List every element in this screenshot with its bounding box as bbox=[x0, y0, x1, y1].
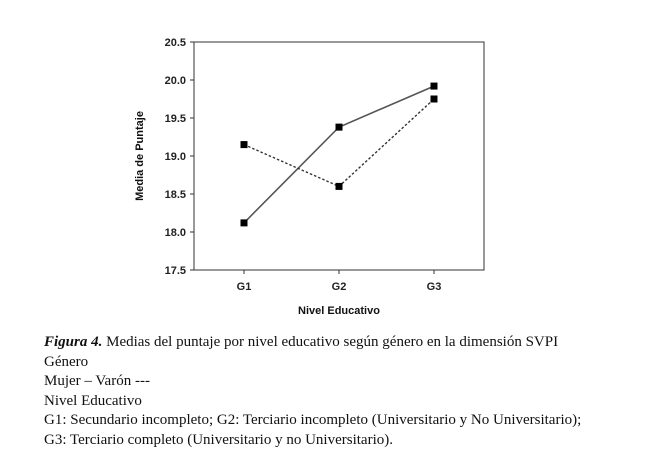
data-point-marker bbox=[335, 123, 343, 131]
caption-line-5: G1: Secundario incompleto; G2: Terciario… bbox=[44, 412, 582, 428]
y-tick-label: 18.0 bbox=[165, 227, 186, 239]
caption-line-1: Figura 4. Medias del puntaje por nivel e… bbox=[44, 333, 644, 353]
plot-area bbox=[193, 41, 485, 271]
y-tick-label: 20.0 bbox=[165, 75, 186, 87]
data-point-marker bbox=[335, 182, 343, 190]
y-tick-label: 20.5 bbox=[165, 37, 186, 49]
figure-caption: Figura 4. Medias del puntaje por nivel e… bbox=[44, 333, 644, 450]
figure-label: Figura 4. bbox=[44, 334, 103, 350]
caption-line-2: Género bbox=[44, 353, 89, 370]
caption-line-6: G3: Terciario completo (Universitario y … bbox=[44, 431, 393, 448]
y-tick-label: 18.5 bbox=[165, 189, 186, 201]
y-axis-title: Media de Puntaje bbox=[134, 111, 146, 201]
x-tick-label: G2 bbox=[332, 281, 347, 293]
y-tick-label: 19.0 bbox=[165, 151, 186, 163]
y-axis-ticks: 17.5 18.0 18.5 19.0 19.5 20.0 20.5 bbox=[165, 37, 194, 277]
data-point-marker bbox=[430, 82, 438, 90]
line-chart: 17.5 18.0 18.5 19.0 19.5 20.0 20.5 G1 G2 G3 Nive… bbox=[134, 37, 485, 317]
caption-line-4: Nivel Educativo bbox=[44, 392, 142, 409]
series-layer bbox=[240, 82, 438, 227]
figure-title: Medias del puntaje por nivel educativo s… bbox=[102, 334, 559, 350]
data-point-marker bbox=[240, 219, 248, 227]
data-point-marker bbox=[430, 95, 438, 103]
x-tick-label: G1 bbox=[237, 281, 252, 293]
y-tick-label: 19.5 bbox=[165, 113, 186, 125]
caption-line-3: Mujer – Varón --- bbox=[44, 373, 150, 389]
x-axis-ticks: G1 G2 G3 bbox=[237, 270, 442, 293]
data-point-marker bbox=[240, 141, 248, 149]
x-tick-label: G3 bbox=[427, 281, 442, 293]
x-axis-title: Nivel Educativo bbox=[298, 305, 380, 317]
y-tick-label: 17.5 bbox=[165, 265, 186, 277]
